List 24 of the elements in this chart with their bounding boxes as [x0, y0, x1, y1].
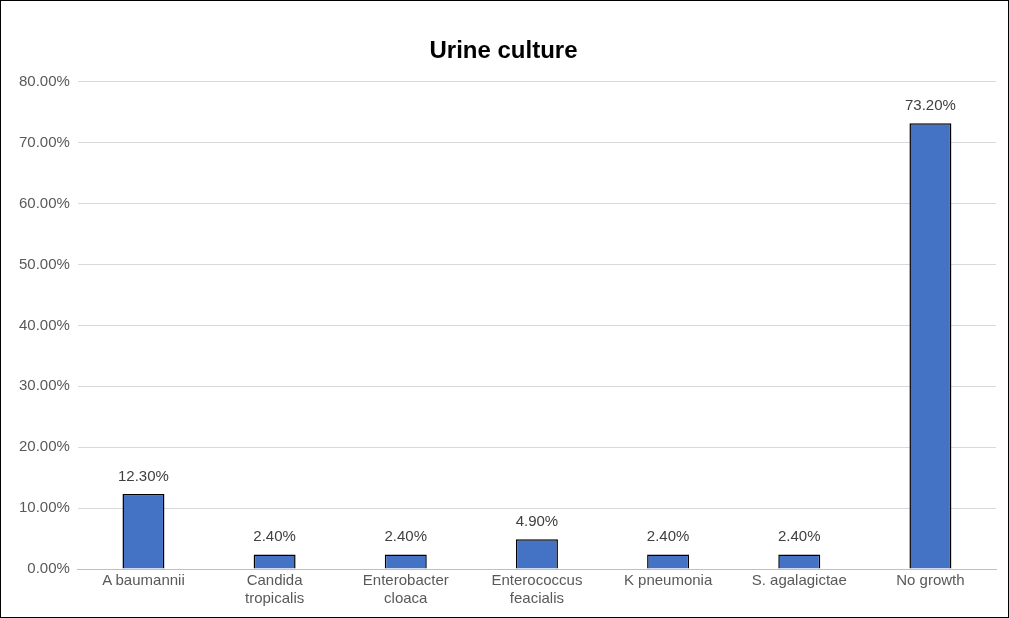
y-tick-label: 70.00% — [19, 132, 70, 150]
y-tick-label: 30.00% — [19, 376, 70, 394]
y-tick-label: 20.00% — [19, 437, 70, 455]
x-tick-label: A baumannii — [102, 571, 185, 589]
data-label: 2.40% — [384, 527, 428, 545]
data-label: 2.40% — [646, 527, 690, 545]
x-tick-label: Enterobacter cloaca — [362, 571, 449, 607]
y-tick-label: 60.00% — [19, 193, 70, 211]
y-tick-label: 80.00% — [19, 71, 70, 89]
y-tick-label: 10.00% — [19, 498, 70, 516]
y-tick-label: 0.00% — [27, 559, 70, 577]
data-label: 2.40% — [253, 527, 296, 545]
x-tick-label: Enterococcus feacialis — [491, 571, 583, 607]
data-label: 4.90% — [515, 511, 559, 529]
y-tick-label: 50.00% — [19, 254, 70, 272]
x-tick-label: S. agalagictae — [751, 571, 847, 589]
chart-title: Urine culture — [429, 36, 578, 64]
x-tick-label: No growth — [896, 571, 965, 589]
data-label: 73.20% — [904, 95, 956, 113]
x-tick-label: Candida tropicalis — [245, 571, 305, 607]
x-tick-label: K pneumonia — [623, 571, 713, 589]
y-tick-label: 40.00% — [19, 315, 70, 333]
data-label: 2.40% — [777, 527, 821, 545]
data-label: 12.30% — [118, 466, 169, 484]
